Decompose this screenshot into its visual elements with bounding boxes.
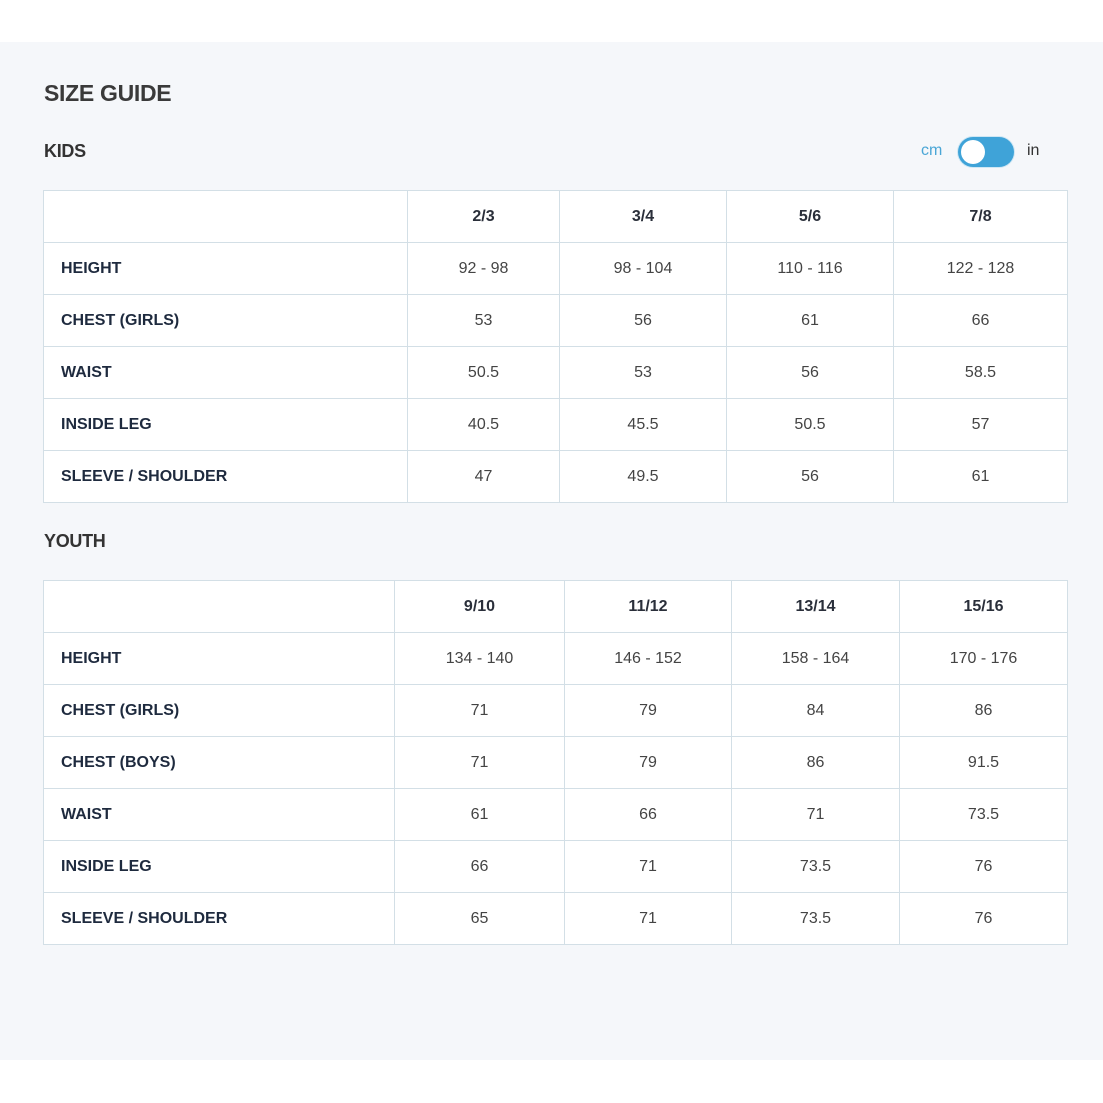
- size-column-header: 11/12: [564, 580, 732, 633]
- table-row: HEIGHT 134 - 140 146 - 152 158 - 164 170 - 1…: [43, 632, 1068, 685]
- measurement-value: 53: [559, 346, 727, 399]
- header-row: 9/10 11/12 13/14 15/16: [43, 580, 1068, 633]
- size-column-header: 2/3: [407, 190, 560, 243]
- size-column-header: 15/16: [899, 580, 1068, 633]
- measurement-label: INSIDE LEG: [43, 840, 395, 893]
- table-row: HEIGHT 92 - 98 98 - 104 110 - 116 122 - 128: [43, 242, 1068, 295]
- measurement-value: 71: [564, 892, 732, 945]
- measurement-value: 50.5: [726, 398, 894, 451]
- measurement-value: 73.5: [731, 840, 900, 893]
- measurement-value: 71: [394, 736, 565, 789]
- measurement-value: 71: [564, 840, 732, 893]
- measurement-value: 49.5: [559, 450, 727, 503]
- measurement-label: CHEST (GIRLS): [43, 294, 408, 347]
- size-column-header: 13/14: [731, 580, 900, 633]
- measurement-value: 76: [899, 840, 1068, 893]
- table-row: CHEST (GIRLS) 71 79 84 86: [43, 684, 1068, 737]
- measurement-value: 47: [407, 450, 560, 503]
- measurement-value: 86: [899, 684, 1068, 737]
- unit-cm-label[interactable]: cm: [921, 142, 943, 159]
- measurement-label: CHEST (GIRLS): [43, 684, 395, 737]
- table-row: WAIST 50.5 53 56 58.5: [43, 346, 1068, 399]
- corner-cell: [43, 190, 408, 243]
- measurement-value: 56: [726, 346, 894, 399]
- measurement-value: 53: [407, 294, 560, 347]
- unit-in-label[interactable]: in: [1027, 142, 1040, 159]
- unit-toggle[interactable]: [958, 137, 1014, 167]
- size-column-header: 3/4: [559, 190, 727, 243]
- measurement-value: 91.5: [899, 736, 1068, 789]
- measurement-value: 61: [394, 788, 565, 841]
- measurement-value: 84: [731, 684, 900, 737]
- size-column-header: 5/6: [726, 190, 894, 243]
- table-row: INSIDE LEG 40.5 45.5 50.5 57: [43, 398, 1068, 451]
- measurement-value: 61: [726, 294, 894, 347]
- measurement-value: 71: [394, 684, 565, 737]
- table-row: WAIST 61 66 71 73.5: [43, 788, 1068, 841]
- measurement-value: 134 - 140: [394, 632, 565, 685]
- measurement-value: 76: [899, 892, 1068, 945]
- measurement-value: 71: [731, 788, 900, 841]
- measurement-value: 50.5: [407, 346, 560, 399]
- measurement-label: WAIST: [43, 788, 395, 841]
- measurement-value: 98 - 104: [559, 242, 727, 295]
- measurement-value: 146 - 152: [564, 632, 732, 685]
- youth-size-table: 9/10 11/12 13/14 15/16 HEIGHT 134 - 140 146 - …: [43, 580, 1068, 945]
- measurement-value: 45.5: [559, 398, 727, 451]
- table-row: SLEEVE / SHOULDER 47 49.5 56 61: [43, 450, 1068, 503]
- measurement-value: 66: [394, 840, 565, 893]
- measurement-label: HEIGHT: [43, 632, 395, 685]
- measurement-value: 73.5: [731, 892, 900, 945]
- measurement-label: SLEEVE / SHOULDER: [43, 892, 395, 945]
- measurement-value: 58.5: [893, 346, 1068, 399]
- table-row: CHEST (GIRLS) 53 56 61 66: [43, 294, 1068, 347]
- measurement-value: 110 - 116: [726, 242, 894, 295]
- measurement-label: INSIDE LEG: [43, 398, 408, 451]
- measurement-value: 56: [559, 294, 727, 347]
- measurement-label: HEIGHT: [43, 242, 408, 295]
- table-row: SLEEVE / SHOULDER 65 71 73.5 76: [43, 892, 1068, 945]
- measurement-value: 79: [564, 736, 732, 789]
- toggle-knob: [961, 140, 985, 164]
- measurement-value: 57: [893, 398, 1068, 451]
- measurement-label: WAIST: [43, 346, 408, 399]
- size-column-header: 9/10: [394, 580, 565, 633]
- measurement-value: 92 - 98: [407, 242, 560, 295]
- size-column-header: 7/8: [893, 190, 1068, 243]
- kids-heading: KIDS: [44, 141, 86, 161]
- measurement-value: 79: [564, 684, 732, 737]
- measurement-value: 122 - 128: [893, 242, 1068, 295]
- youth-heading: YOUTH: [44, 531, 106, 551]
- header-row: 2/3 3/4 5/6 7/8: [43, 190, 1068, 243]
- table-row: INSIDE LEG 66 71 73.5 76: [43, 840, 1068, 893]
- table-row: CHEST (BOYS) 71 79 86 91.5: [43, 736, 1068, 789]
- measurement-value: 86: [731, 736, 900, 789]
- measurement-value: 56: [726, 450, 894, 503]
- measurement-value: 66: [893, 294, 1068, 347]
- measurement-value: 40.5: [407, 398, 560, 451]
- measurement-value: 65: [394, 892, 565, 945]
- kids-size-table: 2/3 3/4 5/6 7/8 HEIGHT 92 - 98 98 - 104 110 - 1…: [43, 190, 1068, 503]
- measurement-value: 66: [564, 788, 732, 841]
- measurement-value: 73.5: [899, 788, 1068, 841]
- measurement-value: 170 - 176: [899, 632, 1068, 685]
- measurement-value: 61: [893, 450, 1068, 503]
- measurement-label: SLEEVE / SHOULDER: [43, 450, 408, 503]
- measurement-label: CHEST (BOYS): [43, 736, 395, 789]
- corner-cell: [43, 580, 395, 633]
- page-title: SIZE GUIDE: [44, 80, 172, 106]
- measurement-value: 158 - 164: [731, 632, 900, 685]
